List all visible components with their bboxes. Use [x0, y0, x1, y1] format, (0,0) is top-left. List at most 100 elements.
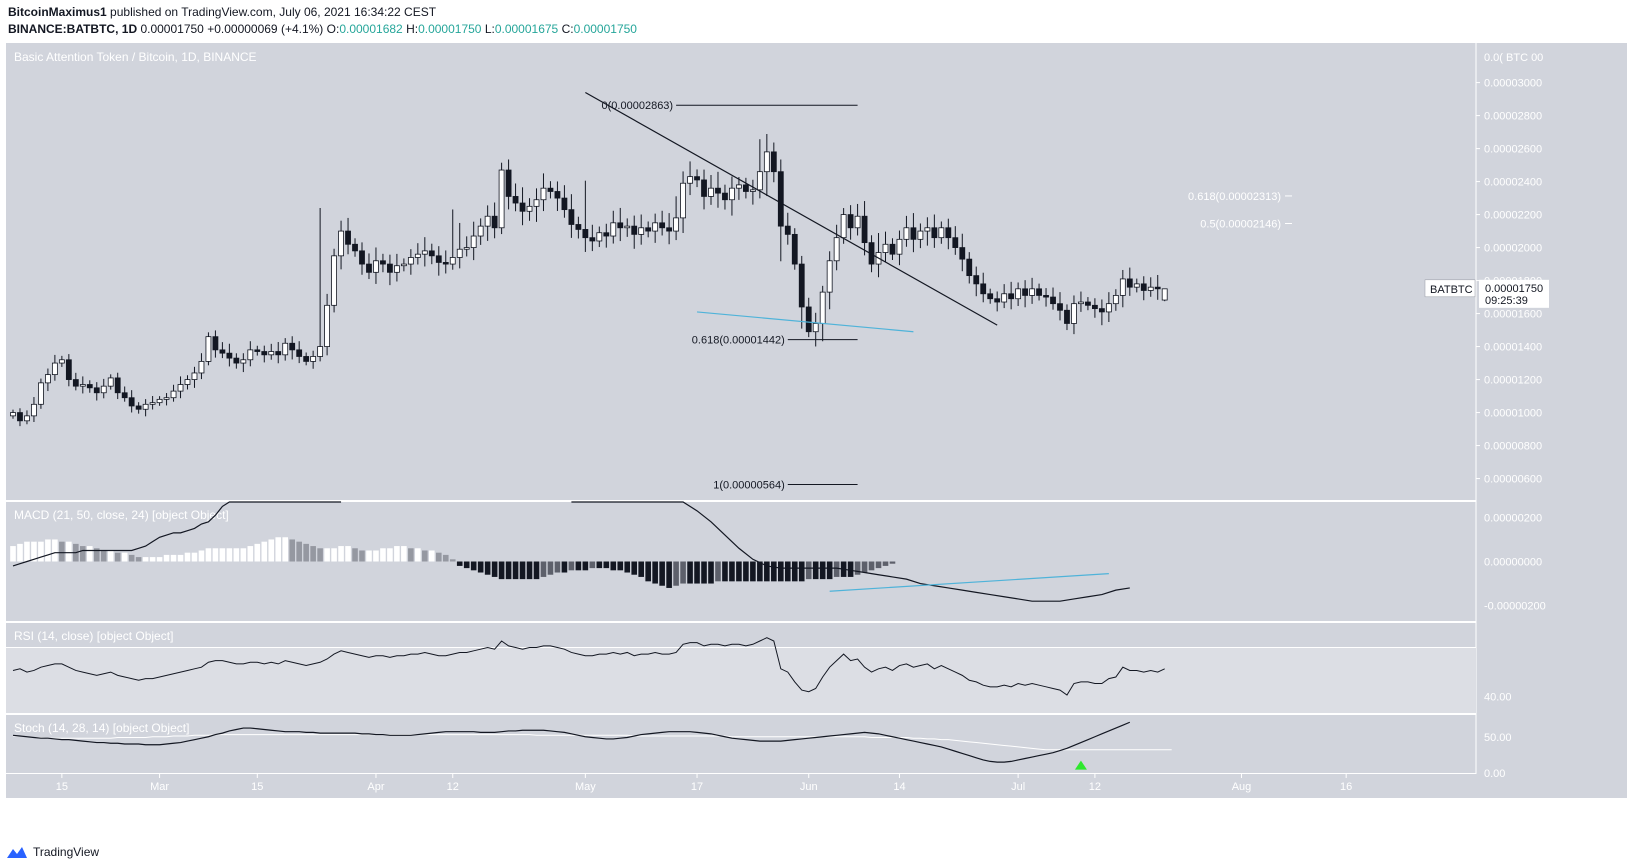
candle[interactable] — [701, 179, 707, 197]
candle[interactable] — [994, 298, 1001, 303]
candle[interactable] — [561, 197, 568, 211]
candle[interactable] — [324, 304, 331, 347]
candle[interactable] — [10, 412, 16, 417]
candle[interactable] — [624, 225, 631, 229]
candle[interactable] — [31, 403, 37, 417]
candle[interactable] — [749, 189, 756, 192]
candle[interactable] — [1098, 308, 1105, 313]
stoch-pane[interactable] — [6, 715, 1476, 773]
candle[interactable] — [736, 184, 742, 189]
candle[interactable] — [931, 227, 938, 239]
candle[interactable] — [317, 346, 324, 357]
candle[interactable] — [673, 217, 679, 232]
candle[interactable] — [58, 359, 65, 364]
candle[interactable] — [219, 349, 226, 354]
candle[interactable] — [1036, 288, 1042, 296]
candle[interactable] — [247, 349, 254, 361]
candle[interactable] — [610, 222, 617, 237]
candle[interactable] — [387, 263, 393, 273]
candle[interactable] — [1105, 303, 1112, 313]
candle[interactable] — [743, 184, 749, 192]
candle[interactable] — [791, 233, 798, 265]
candle[interactable] — [889, 243, 896, 255]
candle[interactable] — [575, 224, 582, 230]
candle[interactable] — [1008, 293, 1015, 300]
candle[interactable] — [659, 222, 666, 229]
candle[interactable] — [51, 362, 58, 376]
candle[interactable] — [833, 237, 840, 262]
candle[interactable] — [882, 243, 889, 253]
candle[interactable] — [421, 250, 428, 255]
candle[interactable] — [924, 227, 931, 232]
candle[interactable] — [763, 151, 770, 173]
candle[interactable] — [128, 397, 135, 407]
candle[interactable] — [477, 225, 484, 237]
bullish-cross-arrow-icon[interactable] — [1074, 760, 1087, 770]
candle[interactable] — [1064, 309, 1070, 324]
candle[interactable] — [917, 230, 924, 240]
candle[interactable] — [121, 392, 128, 399]
candle[interactable] — [233, 357, 240, 364]
candle[interactable] — [414, 253, 421, 258]
candle[interactable] — [114, 377, 121, 394]
candle[interactable] — [1161, 288, 1168, 301]
candle[interactable] — [533, 199, 540, 207]
candle[interactable] — [449, 257, 456, 265]
candle[interactable] — [268, 351, 275, 356]
chart-area[interactable]: Basic Attention Token / Bitcoin, 1D, BIN… — [0, 43, 1627, 836]
candle[interactable] — [149, 402, 156, 405]
candle[interactable] — [826, 260, 833, 293]
candle[interactable] — [212, 336, 219, 351]
candle[interactable] — [1147, 286, 1154, 291]
candle[interactable] — [428, 250, 435, 257]
candle[interactable] — [400, 263, 407, 267]
candle[interactable] — [380, 260, 386, 265]
candle[interactable] — [687, 176, 693, 184]
candle[interactable] — [854, 215, 861, 229]
candle[interactable] — [254, 349, 261, 352]
candle[interactable] — [65, 359, 72, 380]
symbol-label[interactable]: BINANCE:BATBTC, 1D — [8, 22, 138, 36]
candle[interactable] — [938, 227, 945, 239]
candle[interactable] — [1001, 293, 1008, 303]
candle[interactable] — [177, 384, 184, 392]
candle[interactable] — [191, 372, 198, 380]
candle[interactable] — [359, 250, 365, 265]
candle[interactable] — [1078, 301, 1084, 305]
time-axis[interactable] — [6, 774, 1627, 798]
candle[interactable] — [93, 387, 100, 394]
candle[interactable] — [1112, 295, 1119, 305]
candle[interactable] — [435, 255, 442, 263]
candle[interactable] — [589, 237, 596, 242]
candle[interactable] — [1085, 301, 1091, 306]
candle[interactable] — [638, 227, 645, 235]
candle[interactable] — [1119, 278, 1126, 296]
candle[interactable] — [631, 225, 638, 235]
candle[interactable] — [1140, 283, 1147, 291]
candle[interactable] — [1133, 283, 1140, 288]
candle[interactable] — [603, 232, 610, 237]
price-pane[interactable] — [6, 43, 1476, 500]
candle[interactable] — [777, 171, 784, 227]
candle[interactable] — [1092, 304, 1098, 310]
candle[interactable] — [198, 361, 205, 374]
candle[interactable] — [393, 265, 400, 273]
candle[interactable] — [526, 205, 533, 212]
candle[interactable] — [973, 275, 980, 285]
candle[interactable] — [987, 293, 994, 300]
candle[interactable] — [498, 169, 505, 229]
candle[interactable] — [1071, 303, 1077, 324]
candle[interactable] — [484, 215, 491, 227]
candle[interactable] — [596, 232, 603, 242]
candle[interactable] — [694, 176, 700, 181]
author-name[interactable]: BitcoinMaximus1 — [8, 5, 107, 19]
candle[interactable] — [282, 342, 289, 356]
candle[interactable] — [680, 182, 686, 219]
candle[interactable] — [770, 151, 777, 173]
support-line[interactable] — [696, 311, 914, 333]
candle[interactable] — [519, 202, 526, 212]
candle[interactable] — [756, 171, 763, 191]
candle[interactable] — [463, 247, 470, 250]
candle[interactable] — [352, 243, 358, 252]
candle[interactable] — [666, 227, 673, 232]
